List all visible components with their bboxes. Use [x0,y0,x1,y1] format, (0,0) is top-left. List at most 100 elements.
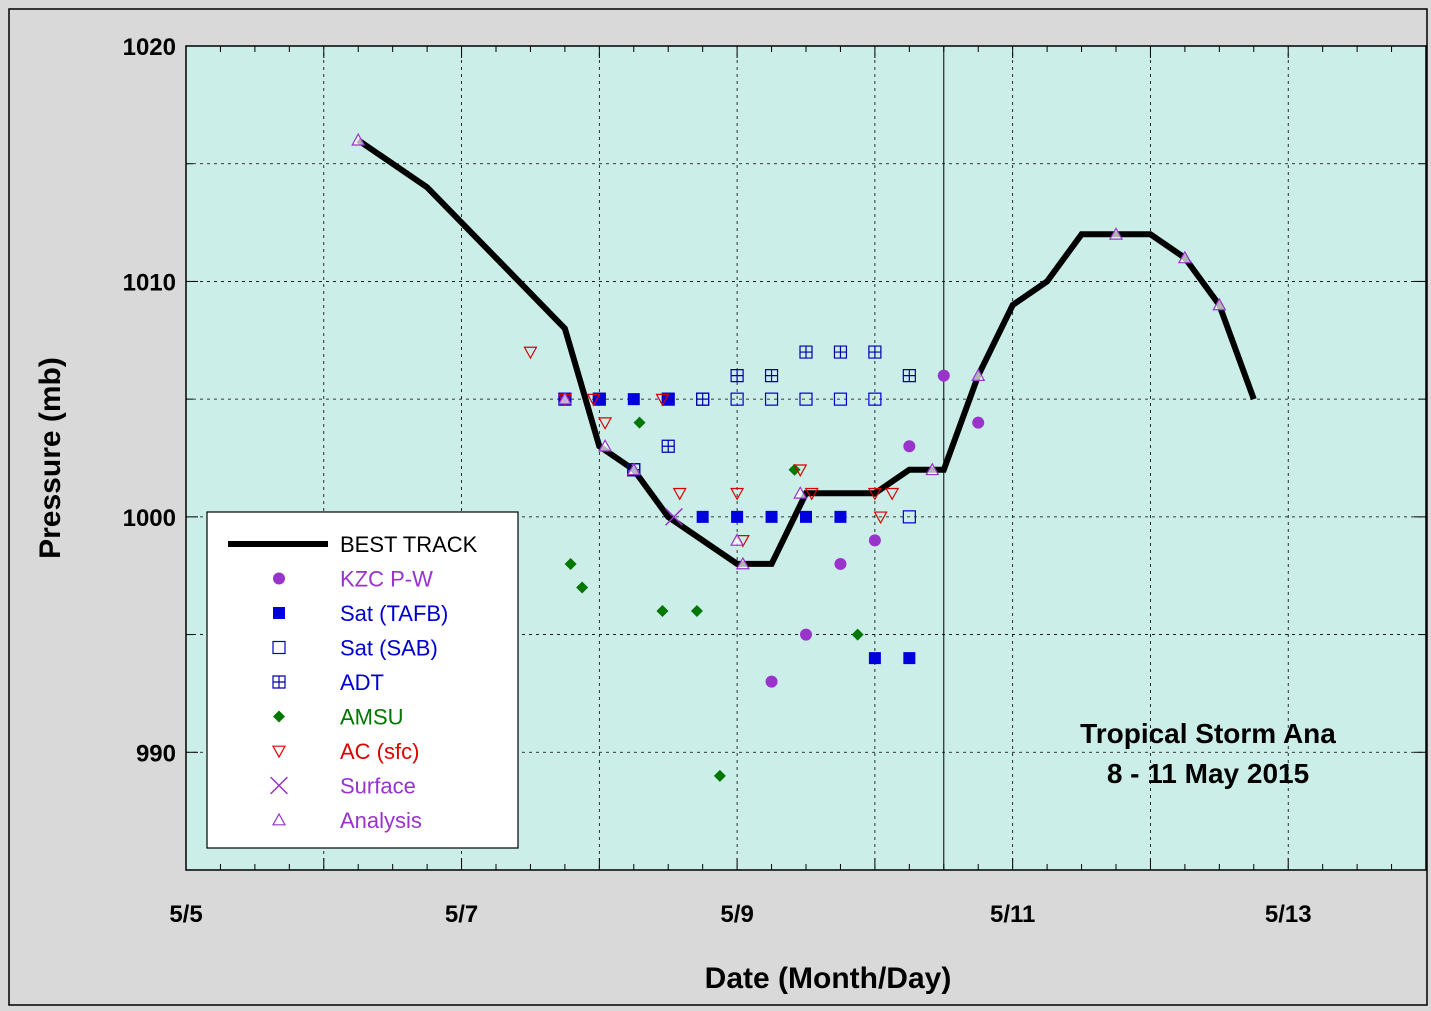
data-point [867,487,882,501]
data-point [1108,227,1124,240]
data-point [788,463,801,476]
legend-entry: Analysis [271,808,422,833]
data-point [793,464,808,478]
data-point [523,346,538,360]
data-point [593,393,606,406]
legend-swatch [271,812,287,826]
data-point [971,368,986,381]
legend-label: KZC P-W [340,567,433,592]
data-point [730,533,745,546]
data-point [672,487,687,501]
data-point [800,628,812,641]
legend-swatch [273,710,285,723]
legend-box [206,511,519,849]
data-point [834,510,847,523]
data-point [690,605,703,618]
data-point [834,557,847,570]
annotation-storm-name: Tropical Storm Ana [1080,718,1336,749]
data-point [1177,250,1192,264]
data-point [655,393,670,407]
data-point [665,507,683,526]
data-point [633,416,646,429]
data-point [868,345,882,359]
data-point [902,369,916,383]
data-point [730,369,744,383]
legend-entry: KZC P-W [273,567,433,592]
data-point [868,652,881,665]
data-point [598,417,613,430]
data-point [1212,297,1227,311]
data-point [730,487,745,501]
y-tick-label: 1010 [123,269,176,296]
data-point [972,416,985,429]
data-point [764,369,779,383]
series-best-track [356,137,1257,567]
x-tick-labels: 5/5 5/7 5/9 5/11 5/13 [169,901,1311,928]
x-tick-label: 5/9 [720,901,753,928]
legend-swatch [270,776,288,795]
y-axis-title: Pressure (mb) [34,357,67,559]
x-axis-title: Date (Month/Day) [705,962,952,995]
legend: BEST TRACK KZC P-W Sat (TAFB) Sat (SAB) ADT A… [206,511,519,849]
data-point [873,511,888,525]
data-point [557,391,572,405]
x-tick-label: 5/13 [1265,901,1312,928]
series-amsu [564,416,864,782]
data-point [576,581,589,594]
data-point [764,392,779,406]
data-point [626,462,641,476]
data-point [731,510,744,523]
y-tick-label: 990 [136,740,176,767]
legend-swatch [273,607,285,619]
data-point [868,534,881,547]
data-point [937,369,950,382]
data-point [903,440,916,453]
legend-entry: AMSU [273,705,404,730]
data-point [903,652,916,665]
data-point [696,392,710,406]
data-point [696,510,709,523]
data-point [902,510,916,524]
legend-swatch [272,640,286,655]
data-point [765,675,778,688]
legend-label: Analysis [340,808,422,833]
legend-entry: AC (sfc) [271,739,419,764]
data-point [800,510,812,523]
data-point [586,393,601,407]
data-point [851,628,864,641]
data-point [351,132,366,146]
legend-label: AMSU [340,705,404,730]
data-point [713,769,726,782]
data-point [730,392,744,406]
data-series [351,132,1257,782]
legend-label: Sat (TAFB) [340,601,448,626]
data-point [656,605,669,618]
data-point [885,487,900,501]
data-point [868,392,882,406]
data-point [925,462,940,476]
legend-entry: BEST TRACK [228,532,478,557]
data-point [661,392,675,406]
data-point [833,345,848,359]
data-point [799,345,813,359]
data-point [833,392,848,406]
y-tick-label: 1020 [123,34,176,61]
data-point [799,392,813,406]
legend-label: Surface [340,774,416,799]
legend-label: ADT [340,670,384,695]
legend-entry: Sat (SAB) [272,636,438,661]
legend-swatch [273,572,285,585]
series-surface [665,507,683,526]
data-point [804,487,819,501]
data-point [793,486,808,499]
legend-label: Sat (SAB) [340,636,438,661]
series-kzc-p-w [765,369,985,688]
data-point [592,392,606,406]
best-track-line [356,137,1257,567]
legend-swatch [272,675,286,689]
legend-entry: Surface [270,774,416,799]
y-tick-label: 1000 [123,505,176,532]
legend-label: BEST TRACK [340,532,478,557]
data-point [627,393,640,406]
